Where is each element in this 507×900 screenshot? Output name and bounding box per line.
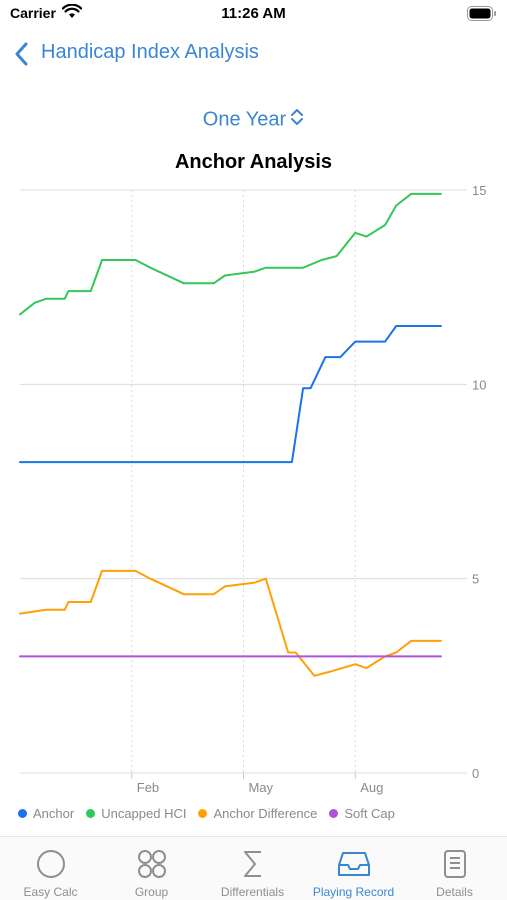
carrier-label: Carrier (10, 5, 56, 21)
y-tick-label: 15 (472, 183, 486, 198)
legend-dot (86, 808, 96, 818)
legend-dot (18, 808, 27, 818)
legend-dot (198, 808, 208, 818)
tab-bar: Easy Calc Group Differentials Playi (0, 836, 507, 900)
chart-legend: Anchor Uncapped HCI Anchor Difference Soft … (18, 803, 407, 823)
tab-label: Easy Calc (23, 885, 78, 899)
legend-item: Anchor (18, 806, 74, 821)
y-tick-label: 5 (472, 572, 479, 587)
tab-label: Playing Record (312, 885, 395, 899)
back-button[interactable]: Handicap Index Analysis (41, 41, 259, 63)
battery-icon (467, 6, 497, 26)
series-line-anchor (19, 325, 442, 464)
legend-item: Anchor Difference (198, 806, 317, 821)
status-bar: Carrier 11:26 AM (0, 0, 507, 30)
legend-label: Anchor (33, 805, 75, 821)
y-tick-label: 0 (472, 766, 479, 781)
legend-dot (329, 808, 339, 818)
tab-label: Group (134, 885, 169, 899)
tab-playing-record[interactable]: Playing Record (303, 847, 404, 899)
legend-label: Soft Cap (344, 805, 395, 821)
group-circles-icon (101, 847, 202, 881)
x-tick-label: Aug (360, 780, 383, 795)
legend-item: Soft Cap (329, 806, 395, 821)
circle-icon (0, 847, 101, 881)
clock: 11:26 AM (221, 5, 286, 22)
chart-title: Anchor Analysis (174, 151, 333, 173)
tab-label: Differentials (220, 885, 285, 899)
tab-label: Details (436, 885, 473, 899)
tab-differentials[interactable]: Differentials (202, 847, 303, 899)
series-line-uncapped-hci (19, 192, 442, 316)
tab-details[interactable]: Details (404, 847, 505, 899)
range-selector[interactable]: One Year (0, 108, 507, 132)
back-chevron-icon[interactable] (14, 42, 30, 71)
document-icon (404, 847, 505, 881)
chevron-up-down-icon (290, 108, 304, 132)
legend-label: Anchor Difference (213, 805, 318, 821)
x-tick-label: Feb (137, 780, 159, 795)
x-tick-label: May (249, 780, 274, 795)
series-line-anchor-difference (19, 569, 442, 677)
sigma-icon (202, 847, 303, 881)
range-selector-label: One Year (202, 108, 287, 131)
legend-label: Uncapped HCI (101, 805, 187, 821)
legend-item: Uncapped HCI (86, 806, 186, 821)
tab-group[interactable]: Group (101, 847, 202, 899)
tab-easy-calc[interactable]: Easy Calc (0, 847, 101, 899)
y-tick-label: 10 (472, 377, 486, 392)
tray-icon (303, 847, 404, 881)
wifi-icon (61, 3, 83, 25)
nav-bar: Handicap Index Analysis (0, 36, 507, 70)
